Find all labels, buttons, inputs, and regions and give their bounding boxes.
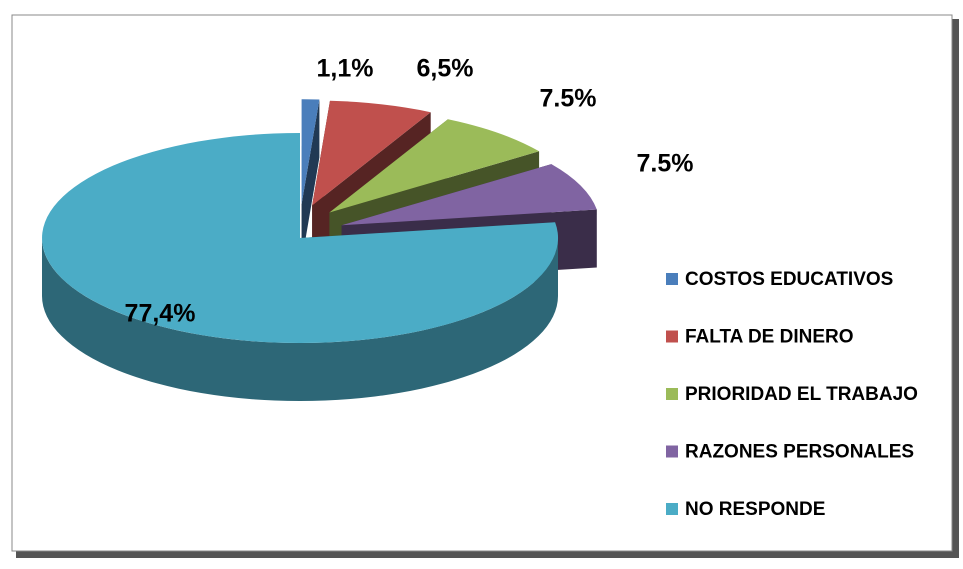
legend-label: RAZONES PERSONALES bbox=[685, 442, 914, 463]
legend-label: COSTOS EDUCATIVOS bbox=[685, 269, 893, 290]
legend-swatch bbox=[666, 388, 678, 400]
data-label: 7.5% bbox=[637, 150, 694, 178]
data-label: 6,5% bbox=[417, 55, 474, 83]
data-label: 7.5% bbox=[540, 85, 597, 113]
legend-label: FALTA DE DINERO bbox=[685, 327, 854, 348]
legend-label: NO RESPONDE bbox=[685, 499, 825, 520]
legend-swatch bbox=[666, 503, 678, 515]
data-label: 77,4% bbox=[125, 300, 196, 328]
data-label: 1,1% bbox=[317, 55, 374, 83]
legend-swatch bbox=[666, 273, 678, 285]
legend-label: PRIORIDAD EL TRABAJO bbox=[685, 384, 918, 405]
legend-swatch bbox=[666, 446, 678, 458]
legend-swatch bbox=[666, 331, 678, 343]
